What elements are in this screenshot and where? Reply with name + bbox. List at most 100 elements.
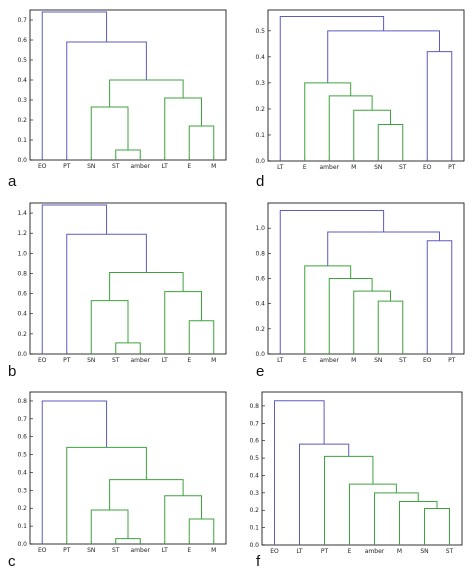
leaf-label: amber — [131, 163, 151, 170]
y-tick-label: 0.4 — [17, 77, 27, 84]
panel-label-f: f — [256, 553, 261, 570]
dendrogram-link — [66, 41, 147, 160]
leaf-label: E — [187, 163, 191, 170]
dendrogram-link — [426, 240, 453, 354]
y-tick-label: 0.6 — [255, 276, 265, 283]
plot-frame — [261, 391, 463, 546]
dendrogram-link — [66, 233, 147, 354]
dendrogram-panel-c: 0.0 0.1 0.2 0.3 0.4 0.5 0.6 0.7 0.8 EO PT SN ST amber… — [17, 391, 227, 554]
dendrogram-link — [304, 265, 352, 354]
leaf-label: LT — [277, 164, 284, 171]
panel-label-c: c — [8, 553, 16, 570]
y-tick-label: 0.0 — [17, 157, 27, 164]
dendrogram-link — [188, 320, 215, 354]
leaf-label: M — [351, 164, 356, 171]
panel-label-d: d — [256, 173, 265, 190]
leaf-label: EO — [38, 547, 47, 554]
dendrogram-link — [41, 400, 108, 544]
dendrogram-link — [109, 79, 184, 107]
leaf-label: amber — [320, 164, 340, 171]
leaf-label: EO — [270, 548, 279, 555]
leaf-label: M — [397, 548, 402, 555]
leaf-label: LT — [277, 357, 284, 364]
y-tick-label: 0.2 — [17, 117, 27, 124]
leaf-label: EO — [38, 357, 47, 364]
leaf-label: amber — [131, 357, 151, 364]
dendrogram-link — [115, 149, 141, 160]
y-tick-label: 0.1 — [249, 525, 259, 532]
dendrogram-link — [41, 11, 108, 160]
dendrogram-link — [328, 95, 373, 161]
leaf-label: SN — [87, 547, 95, 554]
y-tick-label: 0.2 — [17, 505, 27, 512]
dendrogram-link — [164, 97, 202, 160]
dendrogram-link — [109, 479, 184, 511]
y-tick-label: 0.0 — [255, 158, 265, 165]
y-tick-label: 0.3 — [255, 80, 265, 87]
dendrogram-link — [328, 278, 373, 354]
dendrogram-link — [377, 300, 404, 354]
y-tick-label: 0.0 — [17, 351, 27, 358]
leaf-label: M — [351, 357, 356, 364]
dendrogram-link — [164, 291, 202, 354]
dendrogram-panel-b: 0.0 0.2 0.4 0.6 0.8 1.0 1.2 1.4 EO PT SN ST amber LT E… — [17, 202, 227, 364]
leaf-label: E — [187, 547, 191, 554]
y-tick-label: 0.1 — [17, 137, 27, 144]
dendrogram-link — [90, 300, 129, 354]
y-tick-label: 0.6 — [17, 37, 27, 44]
y-tick-label: 0.0 — [17, 541, 27, 548]
y-tick-label: 0.1 — [255, 132, 265, 139]
dendrogram-link — [327, 231, 440, 266]
dendrogram-link — [327, 30, 440, 83]
leaf-label: amber — [320, 357, 340, 364]
y-tick-label: 0.6 — [17, 434, 27, 441]
leaf-label: amber — [131, 547, 151, 554]
y-tick-label: 0.7 — [249, 420, 259, 427]
y-tick-label: 0.4 — [249, 472, 259, 479]
leaf-label: LT — [162, 547, 169, 554]
y-tick-label: 0.3 — [17, 97, 27, 104]
leaf-label: PT — [63, 547, 71, 554]
panel-label-a: a — [8, 173, 17, 190]
leaf-label: ST — [112, 547, 120, 554]
y-tick-label: 1.0 — [17, 250, 27, 257]
leaf-label: ST — [112, 357, 120, 364]
y-tick-label: 0.4 — [255, 54, 265, 61]
y-tick-label: 0.8 — [255, 250, 265, 257]
dendrogram-link — [90, 106, 129, 160]
leaf-label: M — [211, 357, 216, 364]
dendrogram-link — [109, 271, 184, 301]
y-tick-label: 0.4 — [17, 311, 27, 318]
y-tick-label: 0.6 — [249, 438, 259, 445]
y-tick-label: 0.8 — [17, 398, 27, 405]
dendrogram-link — [424, 507, 450, 545]
dendrogram-link — [188, 518, 215, 544]
y-tick-label: 0.8 — [17, 270, 27, 277]
leaf-label: E — [348, 548, 352, 555]
dendrogram-link — [188, 125, 215, 160]
leaf-label: ST — [399, 357, 407, 364]
y-tick-label: 0.4 — [255, 301, 265, 308]
dendrogram-link — [66, 446, 147, 544]
y-tick-label: 0.2 — [255, 106, 265, 113]
dendrogram-link — [279, 16, 385, 161]
leaf-label: E — [303, 164, 307, 171]
leaf-label: E — [187, 357, 191, 364]
leaf-label: PT — [63, 357, 71, 364]
dendrogram-link — [304, 82, 352, 161]
leaf-label: E — [303, 357, 307, 364]
leaf-label: SN — [374, 357, 382, 364]
y-tick-label: 0.0 — [249, 542, 259, 549]
dendrogram-link — [279, 210, 385, 354]
dendrogram-link — [90, 509, 129, 544]
y-tick-label: 0.7 — [17, 17, 27, 24]
leaf-label: SN — [87, 163, 95, 170]
leaf-label: SN — [420, 548, 428, 555]
plot-frame — [29, 202, 227, 355]
leaf-label: ST — [399, 164, 407, 171]
leaf-label: EO — [38, 163, 47, 170]
y-tick-label: 1.4 — [17, 210, 27, 217]
